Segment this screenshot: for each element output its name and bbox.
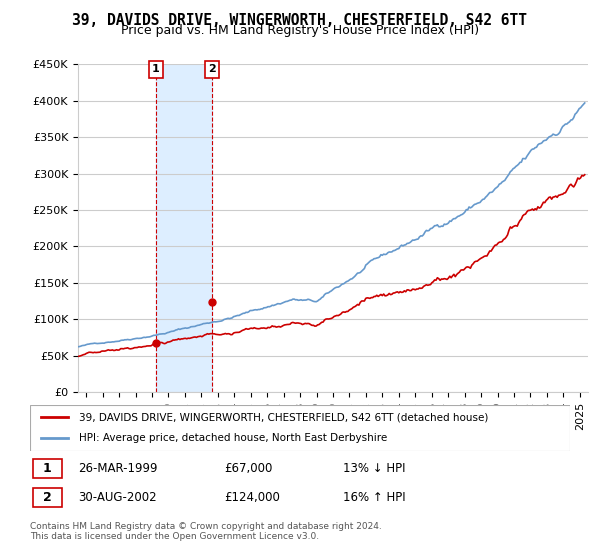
Bar: [156, 64, 212, 392]
Text: 16% ↑ HPI: 16% ↑ HPI: [343, 491, 406, 504]
Text: 1: 1: [43, 462, 52, 475]
Text: 2: 2: [208, 64, 216, 74]
Text: £124,000: £124,000: [224, 491, 280, 504]
Text: £67,000: £67,000: [224, 462, 273, 475]
Text: Contains HM Land Registry data © Crown copyright and database right 2024.
This d: Contains HM Land Registry data © Crown c…: [30, 522, 382, 542]
Text: 39, DAVIDS DRIVE, WINGERWORTH, CHESTERFIELD, S42 6TT (detached house): 39, DAVIDS DRIVE, WINGERWORTH, CHESTERFI…: [79, 412, 488, 422]
Text: 26-MAR-1999: 26-MAR-1999: [79, 462, 158, 475]
Text: HPI: Average price, detached house, North East Derbyshire: HPI: Average price, detached house, Nort…: [79, 433, 387, 444]
Text: 13% ↓ HPI: 13% ↓ HPI: [343, 462, 406, 475]
FancyBboxPatch shape: [30, 405, 570, 451]
Text: 1: 1: [152, 64, 160, 74]
FancyBboxPatch shape: [33, 459, 62, 478]
Text: Price paid vs. HM Land Registry's House Price Index (HPI): Price paid vs. HM Land Registry's House …: [121, 24, 479, 37]
FancyBboxPatch shape: [33, 488, 62, 507]
Text: 30-AUG-2002: 30-AUG-2002: [79, 491, 157, 504]
Text: 39, DAVIDS DRIVE, WINGERWORTH, CHESTERFIELD, S42 6TT: 39, DAVIDS DRIVE, WINGERWORTH, CHESTERFI…: [73, 13, 527, 28]
Text: 2: 2: [43, 491, 52, 504]
